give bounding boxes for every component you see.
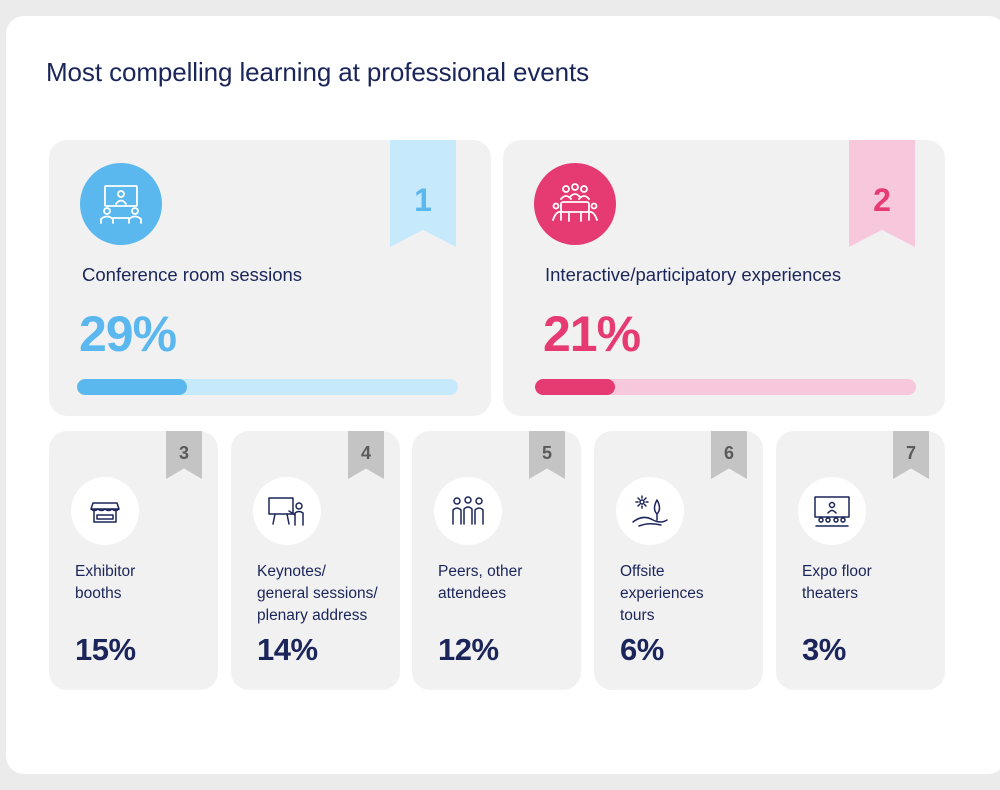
label-line: booths — [75, 585, 122, 602]
category-label: Conference room sessions — [82, 264, 303, 285]
rank-card-5: 5 Peers, other attendees 12% — [412, 431, 581, 690]
percent-value: 14% — [257, 632, 318, 667]
rank-ribbon-1: 1 — [390, 140, 456, 247]
rank-card-7: 7 Expo floor theaters 3% — [776, 431, 945, 690]
category-label: Offsite experiences tours — [620, 561, 760, 627]
category-label: Exhibitor booths — [75, 561, 215, 605]
percent-value: 29% — [79, 306, 177, 362]
label-line: Keynotes/ — [257, 563, 326, 580]
percent-value: 12% — [438, 632, 499, 667]
label-line: Peers, other — [438, 563, 523, 580]
rank-card-1: 1 Conference room sessions 29% — [49, 140, 491, 416]
theater-icon — [798, 477, 866, 545]
percent-value: 21% — [543, 306, 641, 362]
progress-track — [77, 379, 458, 395]
rank-ribbon-2: 2 — [849, 140, 915, 247]
percent-value: 15% — [75, 632, 136, 667]
label-line: experiences — [620, 585, 704, 602]
rank-ribbon-6: 6 — [711, 431, 747, 479]
rank-ribbon-7: 7 — [893, 431, 929, 479]
label-line: plenary address — [257, 607, 368, 624]
progress-track — [535, 379, 916, 395]
label-line: attendees — [438, 585, 507, 602]
label-line: general sessions/ — [257, 585, 378, 602]
rank-card-2: 2 Interactive/participatory experiences … — [503, 140, 945, 416]
progress-fill-2 — [535, 379, 615, 395]
category-label: Keynotes/ general sessions/ plenary addr… — [257, 561, 397, 627]
rank-card-4: 4 Keynotes/ general sessions/ plenary ad… — [231, 431, 400, 690]
label-line: tours — [620, 607, 655, 624]
meeting-table-icon — [534, 163, 616, 245]
label-line: Expo floor — [802, 563, 872, 580]
presenter-icon — [253, 477, 321, 545]
label-line: theaters — [802, 585, 859, 602]
chart-title: Most compelling learning at professional… — [46, 57, 590, 87]
rank-ribbon-5: 5 — [529, 431, 565, 479]
percent-value: 6% — [620, 632, 664, 667]
rank-ribbon-4: 4 — [348, 431, 384, 479]
rank-card-6: 6 Offsite experiences tours 6% — [594, 431, 763, 690]
rank-card-3: 3 Exhibitor booths 15% — [49, 431, 218, 690]
category-label: Peers, other attendees — [438, 561, 578, 605]
category-label: Expo floor theaters — [802, 561, 942, 605]
label-line: Offsite — [620, 563, 665, 580]
rank-ribbon-3: 3 — [166, 431, 202, 479]
label-line: Exhibitor — [75, 563, 136, 580]
category-label: Interactive/participatory experiences — [545, 264, 842, 285]
people-group-icon — [434, 477, 502, 545]
booth-icon — [71, 477, 139, 545]
progress-fill-1 — [77, 379, 188, 395]
percent-value: 3% — [802, 632, 846, 667]
conference-room-icon — [80, 163, 162, 245]
landscape-icon — [616, 477, 684, 545]
